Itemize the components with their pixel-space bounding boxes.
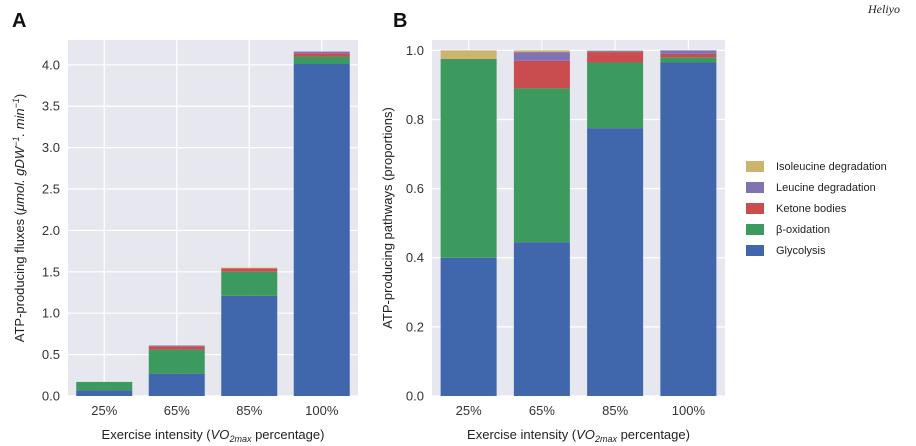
x-tick-label: 100% — [672, 403, 706, 418]
y-tick-label: 4.0 — [42, 57, 60, 72]
bar-ketone-bodies-85 — [587, 52, 644, 63]
y-tick-label: 1.5 — [42, 264, 60, 279]
y-tick-label: 3.0 — [42, 140, 60, 155]
x-tick-label: 65% — [529, 403, 555, 418]
bar-beta-oxidation-85 — [587, 62, 644, 129]
legend-swatch-ketone-bodies — [746, 203, 764, 214]
legend-swatch-isoleucine-degradation — [746, 161, 764, 172]
panel-letter: B — [393, 10, 407, 32]
bar-ketone-bodies-85 — [221, 268, 278, 272]
bar-beta-oxidation-25 — [76, 381, 133, 391]
bar-leucine-degradation-65 — [148, 345, 205, 347]
bar-leucine-degradation-100 — [293, 51, 350, 54]
bar-glycolysis-85 — [587, 128, 644, 396]
x-tick-label: 65% — [164, 403, 190, 418]
y-tick-label: 1.0 — [42, 306, 60, 321]
x-tick-label: 85% — [236, 403, 262, 418]
panel-b: B 0.0 0.2 0.4 0.6 0.8 1.0 25% 65% 85% 100% Exercise… — [380, 10, 887, 444]
bar-leucine-degradation-85 — [587, 51, 644, 53]
bar-glycolysis-25 — [440, 257, 497, 396]
y-tick-label: 0.0 — [406, 389, 424, 404]
bar-ketone-bodies-100 — [660, 53, 717, 58]
legend-swatch-beta-oxidation — [746, 224, 764, 235]
y-axis-label: ATP-producing fluxes (μmol. gDW−1. min−1… — [11, 94, 27, 343]
bar-leucine-degradation-100 — [660, 50, 717, 54]
y-tick-label: 0.4 — [406, 250, 424, 265]
legend-label-leucine-degradation: Leucine degradation — [776, 182, 876, 194]
bar-isoleucine-degradation-65 — [513, 50, 570, 53]
legend-swatch-leucine-degradation — [746, 182, 764, 193]
bar-glycolysis-65 — [513, 242, 570, 396]
y-tick-label: 0.2 — [406, 319, 424, 334]
corner-label: Heliyo — [867, 2, 900, 16]
bar-glycolysis-100 — [660, 62, 717, 397]
y-tick-label: 0.5 — [42, 347, 60, 362]
bar-ketone-bodies-65 — [513, 60, 570, 89]
legend-swatch-glycolysis — [746, 245, 764, 256]
bar-leucine-degradation-65 — [513, 52, 570, 61]
y-tick-label: 1.0 — [406, 43, 424, 58]
bar-glycolysis-65 — [148, 373, 205, 396]
bar-beta-oxidation-65 — [513, 88, 570, 243]
legend-label-glycolysis: Glycolysis — [776, 245, 826, 257]
bar-ketone-bodies-65 — [148, 346, 205, 350]
bar-glycolysis-85 — [221, 295, 278, 396]
y-axis-label: ATP-producing pathways (proportions) — [380, 107, 395, 329]
panel-a: A 0.0 0.5 1.0 1.5 2.0 2.5 3.0 3.5 4.0 25% 65% 85% 100… — [11, 10, 358, 444]
legend-label-beta-oxidation: β-oxidation — [776, 224, 830, 236]
y-tick-label: 2.0 — [42, 223, 60, 238]
x-axis-label: Exercise intensity (VO2max percentage) — [102, 427, 325, 444]
bar-glycolysis-25 — [76, 390, 133, 396]
bar-beta-oxidation-100 — [293, 56, 350, 65]
y-tick-label: 2.5 — [42, 182, 60, 197]
bar-isoleucine-degradation-85 — [221, 267, 278, 269]
bar-ketone-bodies-100 — [293, 53, 350, 57]
y-tick-label: 0.6 — [406, 181, 424, 196]
legend: Isoleucine degradation Leucine degradatio… — [746, 161, 887, 257]
y-tick-label: 3.5 — [42, 99, 60, 114]
y-tick-label: 0.8 — [406, 112, 424, 127]
bar-isoleucine-degradation-25 — [440, 50, 497, 60]
x-tick-label: 25% — [456, 403, 482, 418]
bar-beta-oxidation-25 — [440, 59, 497, 258]
bar-glycolysis-100 — [293, 64, 350, 396]
x-tick-label: 100% — [305, 403, 339, 418]
bar-beta-oxidation-65 — [148, 349, 205, 374]
legend-label-isoleucine-degradation: Isoleucine degradation — [776, 161, 887, 173]
x-tick-label: 25% — [91, 403, 117, 418]
x-axis-label: Exercise intensity (VO2max percentage) — [467, 427, 690, 444]
legend-label-ketone-bodies: Ketone bodies — [776, 203, 847, 215]
bar-beta-oxidation-85 — [221, 271, 278, 296]
y-tick-label: 0.0 — [42, 389, 60, 404]
bar-beta-oxidation-100 — [660, 57, 717, 63]
bar-isoleucine-degradation-85 — [587, 50, 644, 52]
panel-letter: A — [12, 10, 26, 32]
x-tick-label: 85% — [602, 403, 628, 418]
